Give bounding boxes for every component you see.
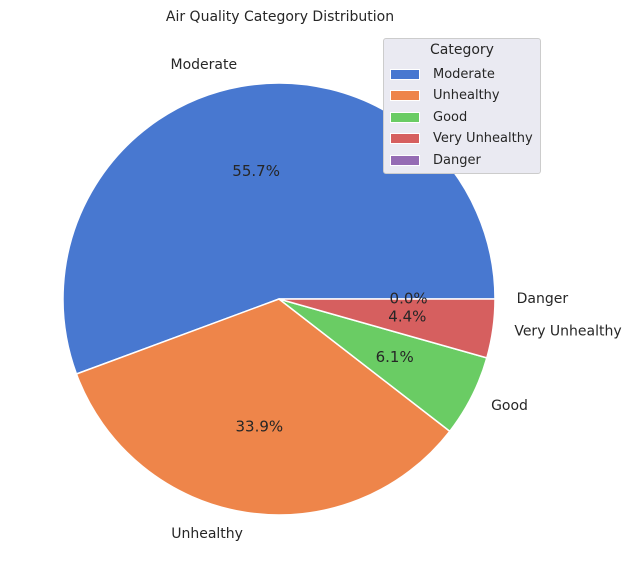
pct-label-danger: 0.0% [390,290,428,308]
legend-item-danger: Danger [390,151,481,169]
legend: Category Moderate Unhealthy Good Very Unhea… [383,38,541,174]
legend-label: Good [433,109,468,125]
legend-swatch [390,154,420,166]
pct-label-unhealthy: 33.9% [236,418,284,436]
pie-labels: Moderate 55.7% Unhealthy 33.9% Good 6.1% Very … [170,57,621,542]
pct-label-very-unhealthy: 4.4% [388,307,426,325]
legend-label: Very Unhealthy [433,131,533,146]
legend-label: Unhealthy [433,88,500,103]
legend-label: Moderate [433,66,495,82]
chart-title: Air Quality Category Distribution [166,9,394,25]
legend-swatch [390,111,420,123]
slice-label-very-unhealthy: Very Unhealthy [514,324,621,340]
legend-title: Category [430,42,494,58]
legend-swatch [390,90,420,101]
pie-slice-unhealthy [75,298,451,516]
pie-slice-very-unhealthy [278,298,496,359]
slice-label-moderate: Moderate [170,57,237,73]
legend-label: Danger [433,152,481,168]
legend-item-good: Good [390,108,467,126]
legend-item-moderate: Moderate [390,65,495,83]
legend-swatch [390,68,420,80]
slice-label-danger: Danger [517,291,569,307]
legend-item-very-unhealthy: Very Unhealthy [390,130,533,148]
legend-swatch [390,133,420,144]
legend-item-unhealthy: Unhealthy [390,87,500,105]
pct-label-moderate: 55.7% [232,162,280,180]
slice-label-unhealthy: Unhealthy [171,526,243,542]
pct-label-good: 6.1% [376,348,414,366]
slice-label-good: Good [491,398,528,414]
